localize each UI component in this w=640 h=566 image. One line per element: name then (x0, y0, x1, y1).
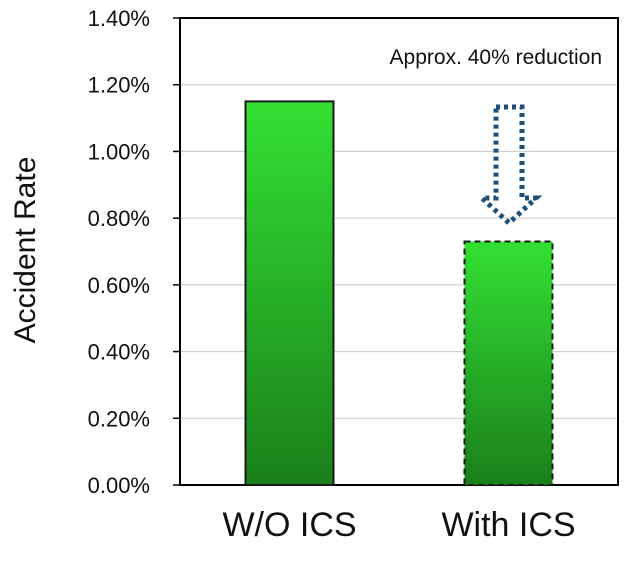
bar-w-o-ics (244, 100, 335, 487)
bars (244, 100, 554, 487)
bar-with-ics (463, 240, 554, 486)
y-tick-label: 0.60% (88, 273, 150, 298)
x-tick-label: W/O ICS (222, 506, 356, 544)
down-arrow-icon (475, 104, 543, 227)
y-tick-label: 1.40% (88, 6, 150, 31)
plot-frame (179, 17, 619, 486)
annotation-text: Approx. 40% reduction (390, 46, 602, 69)
x-tick-label: With ICS (441, 506, 575, 544)
y-axis-ticks: 0.00% 0.20% 0.40% 0.60% 0.80% 1.00% 1.20% 1.40% (88, 6, 180, 498)
x-axis-labels: W/O ICS With ICS (222, 506, 575, 544)
y-tick-label: 0.40% (88, 340, 150, 365)
y-tick-label: 1.20% (88, 73, 150, 98)
y-axis-label: Accident Rate (9, 157, 42, 344)
y-tick-label: 0.80% (88, 206, 150, 231)
y-tick-label: 0.20% (88, 406, 150, 431)
y-tick-label: 1.00% (88, 139, 150, 164)
y-tick-label: 0.00% (88, 473, 150, 498)
